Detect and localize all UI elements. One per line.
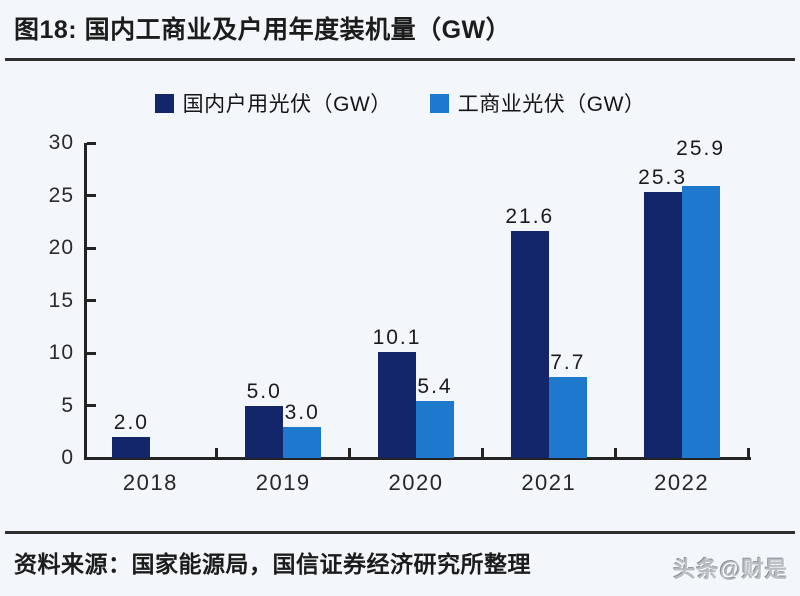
bar-commercial	[548, 377, 587, 458]
y-axis-tick-label: 25	[48, 183, 74, 207]
y-axis-tick-label: 20	[48, 236, 74, 259]
bar-value-label: 5.4	[417, 375, 453, 399]
bar-value-label: 25.9	[676, 137, 726, 161]
legend-swatch-light	[429, 93, 449, 113]
x-axis-category-label: 2018	[122, 470, 178, 495]
chart-title: 图18: 国内工商业及户用年度装机量（GW）	[14, 16, 512, 44]
bar-value-label: 7.7	[550, 351, 586, 375]
title-divider-line	[5, 58, 795, 61]
x-axis-tick-mark	[480, 448, 484, 457]
bar-value-label: 5.0	[246, 379, 282, 403]
bar-value-label: 10.1	[372, 325, 422, 349]
legend-item-commercial: 工商业光伏（GW）	[429, 88, 646, 118]
y-axis-tick-mark	[87, 246, 96, 250]
bar-residential	[112, 437, 151, 458]
bar-residential	[643, 192, 682, 458]
legend-item-residential: 国内户用光伏（GW）	[154, 88, 392, 118]
x-axis-category-label: 2020	[388, 470, 444, 495]
y-axis-tick-mark	[87, 299, 96, 302]
y-axis-tick-mark	[87, 141, 96, 145]
bar-value-label: 21.6	[505, 205, 555, 229]
y-axis-tick-mark	[87, 194, 96, 197]
y-axis-tick-label: 0	[61, 446, 74, 469]
x-axis-tick-mark	[348, 448, 352, 457]
y-axis-tick-label: 10	[48, 341, 74, 364]
source-note: 资料来源：国家能源局，国信证券经济研究所整理	[14, 551, 531, 577]
x-axis-category-label: 2021	[521, 470, 577, 495]
bar-value-label: 2.0	[113, 411, 149, 434]
watermark: 头条@财是	[673, 557, 788, 582]
bar-commercial	[681, 186, 720, 458]
y-axis-tick-label: 5	[61, 393, 74, 417]
bar-residential	[378, 351, 416, 458]
footer-divider-line	[5, 531, 795, 534]
bar-value-label: 25.3	[638, 166, 688, 190]
y-axis-tick-mark	[87, 351, 96, 355]
y-axis-tick-label: 30	[48, 131, 74, 154]
legend-label-commercial: 工商业光伏（GW）	[457, 93, 646, 116]
x-axis-category-label: 2019	[255, 470, 311, 495]
bar-commercial	[416, 401, 454, 458]
legend-swatch-dark	[154, 93, 174, 113]
bar-residential	[510, 231, 549, 458]
y-axis-tick-mark	[87, 404, 96, 407]
x-axis-line	[84, 457, 751, 460]
y-axis-tick-label: 15	[48, 288, 74, 312]
x-axis-tick-mark	[613, 448, 617, 457]
y-axis-line	[84, 143, 87, 460]
x-axis-tick-mark	[215, 448, 219, 457]
bar-commercial	[283, 426, 322, 458]
bar-value-label: 3.0	[284, 400, 320, 424]
bar-residential	[245, 405, 284, 458]
legend-label-residential: 国内户用光伏（GW）	[182, 93, 392, 116]
chart-legend: 国内户用光伏（GW） 工商业光伏（GW）	[0, 88, 800, 118]
x-axis-category-label: 2022	[654, 470, 710, 495]
x-axis-tick-mark	[746, 448, 750, 457]
